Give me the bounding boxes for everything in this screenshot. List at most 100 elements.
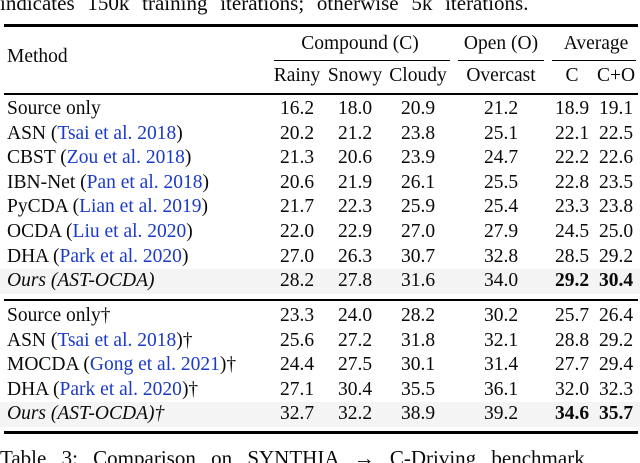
method-name: Source only† (7, 305, 111, 326)
value-rainy: 32.7 (279, 403, 315, 425)
value-avg-c-plus-o: 26.4 (598, 305, 634, 326)
method-name: ) (201, 196, 208, 218)
citation-link[interactable]: Liu et al. 2020 (72, 220, 187, 242)
method-cell: IBN-Net (Pan et al. 2018) (0, 171, 270, 196)
value-avg-c-plus-o: 22.6 (598, 147, 634, 169)
value-avg-c-plus-o: 29.4 (598, 354, 634, 376)
value-cloudy: 30.7 (400, 245, 436, 267)
table-top-rule (4, 24, 638, 27)
value-overcast: 31.4 (483, 354, 519, 376)
value-avg-c: 29.2 (554, 270, 590, 292)
method-name: Ours (AST-OCDA) (7, 270, 155, 292)
table-caption: Table 3: Comparison on SYNTHIA → C-Drivi… (0, 446, 585, 463)
method-name: ) (184, 147, 192, 169)
value-rainy: 27.0 (279, 245, 315, 267)
method-name: ASN ( (7, 122, 58, 144)
value-avg-c: 32.0 (554, 378, 590, 400)
value-cloudy: 20.9 (400, 98, 436, 119)
value-overcast: 32.8 (483, 245, 519, 267)
method-name: OCDA ( (7, 220, 73, 242)
column-header-c: C (565, 65, 579, 86)
table-row: Source only† 23.3 24.0 28.2 30.2 25.7 26… (0, 304, 640, 329)
method-name: DHA ( (7, 378, 60, 400)
value-snowy: 20.6 (337, 147, 373, 169)
value-avg-c-plus-o: 32.3 (598, 378, 634, 400)
table-subheader-row: Rainy Snowy Cloudy Overcast C C+O (0, 64, 640, 88)
table-row: PyCDA (Lian et al. 2019) 21.7 22.3 25.9 … (0, 195, 640, 220)
column-header-snowy: Snowy (327, 65, 383, 86)
column-header-cloudy: Cloudy (389, 65, 447, 86)
value-snowy: 27.5 (337, 354, 373, 376)
value-rainy: 25.6 (279, 329, 315, 351)
value-cloudy: 25.9 (400, 196, 436, 218)
method-cell: DHA (Park et al. 2020) (0, 245, 270, 270)
citation-link[interactable]: Tsai et al. 2018 (57, 122, 177, 144)
column-header-c-plus-o: C+O (596, 65, 636, 86)
table-row: Source only 16.2 18.0 20.9 21.2 18.9 19.… (0, 97, 640, 122)
method-name: ) (186, 220, 193, 242)
value-overcast: 25.5 (483, 171, 519, 193)
header-bottom-rule (4, 93, 638, 95)
method-cell: ASN (Tsai et al. 2018)† (0, 329, 270, 354)
value-rainy: 16.2 (279, 98, 315, 119)
table-row: Ours (AST-OCDA)† 32.7 32.2 38.9 39.2 34.… (0, 402, 640, 427)
block-divider-rule (4, 299, 638, 301)
value-cloudy: 31.6 (400, 270, 436, 292)
citation-link[interactable]: Zou et al. 2018 (66, 147, 185, 169)
method-cell: Ours (AST-OCDA)† (0, 402, 270, 427)
citation-link[interactable]: Park et al. 2020 (59, 245, 182, 267)
column-group-open: Open (O) (463, 33, 539, 54)
value-snowy: 21.2 (337, 122, 373, 144)
method-cell: Ours (AST-OCDA) (0, 269, 270, 294)
table-bottom-rule (4, 431, 638, 434)
value-snowy: 21.9 (337, 171, 373, 193)
value-avg-c: 22.8 (554, 171, 590, 193)
value-overcast: 24.7 (483, 147, 519, 169)
value-avg-c: 27.7 (554, 354, 590, 376)
value-overcast: 30.2 (483, 305, 519, 326)
value-avg-c-plus-o: 29.2 (598, 329, 634, 351)
method-name: ASN ( (7, 329, 58, 351)
value-rainy: 21.3 (279, 147, 315, 169)
citation-link[interactable]: Gong et al. 2021 (89, 354, 220, 376)
value-avg-c-plus-o: 35.7 (598, 403, 634, 425)
value-avg-c: 34.6 (554, 403, 590, 425)
value-overcast: 21.2 (483, 98, 519, 119)
value-snowy: 18.0 (337, 98, 373, 119)
citation-link[interactable]: Tsai et al. 2018 (57, 329, 177, 351)
value-avg-c-plus-o: 30.4 (598, 270, 634, 292)
table-row: DHA (Park et al. 2020)† 27.1 30.4 35.5 3… (0, 378, 640, 403)
value-cloudy: 35.5 (400, 378, 436, 400)
table-block-2: Source only† 23.3 24.0 28.2 30.2 25.7 26… (0, 304, 640, 427)
table-row: IBN-Net (Pan et al. 2018) 20.6 21.9 26.1… (0, 171, 640, 196)
method-name: )† (181, 378, 199, 400)
table-group-header-row: Compound (C) Open (O) Average (0, 33, 640, 55)
average-group-underline (552, 59, 636, 61)
method-name: DHA ( (7, 245, 60, 267)
citation-link[interactable]: Lian et al. 2019 (79, 196, 202, 218)
value-snowy: 26.3 (337, 245, 373, 267)
method-cell: DHA (Park et al. 2020)† (0, 378, 270, 403)
table-row: ASN (Tsai et al. 2018)† 25.6 27.2 31.8 3… (0, 329, 640, 354)
value-cloudy: 23.8 (400, 122, 436, 144)
column-header-overcast: Overcast (466, 65, 536, 86)
method-name: MOCDA ( (7, 354, 90, 376)
table-block-1: Source only 16.2 18.0 20.9 21.2 18.9 19.… (0, 97, 640, 294)
method-cell: CBST (Zou et al. 2018) (0, 146, 270, 171)
value-snowy: 24.0 (337, 305, 373, 326)
method-name: )† (219, 354, 237, 376)
column-group-compound: Compound (C) (301, 33, 419, 54)
value-avg-c: 25.7 (554, 305, 590, 326)
citation-link[interactable]: Pan et al. 2018 (86, 171, 203, 193)
value-rainy: 20.2 (279, 122, 315, 144)
value-rainy: 22.0 (279, 220, 315, 242)
value-avg-c-plus-o: 23.5 (598, 171, 634, 193)
method-name: Source only (7, 98, 101, 119)
column-group-average: Average (563, 33, 629, 54)
citation-link[interactable]: Park et al. 2020 (59, 378, 182, 400)
value-snowy: 22.3 (337, 196, 373, 218)
value-avg-c-plus-o: 29.2 (598, 245, 634, 267)
cropped-body-text: indicates 150k training iterations; othe… (0, 0, 529, 15)
value-overcast: 25.1 (483, 122, 519, 144)
value-cloudy: 23.9 (400, 147, 436, 169)
